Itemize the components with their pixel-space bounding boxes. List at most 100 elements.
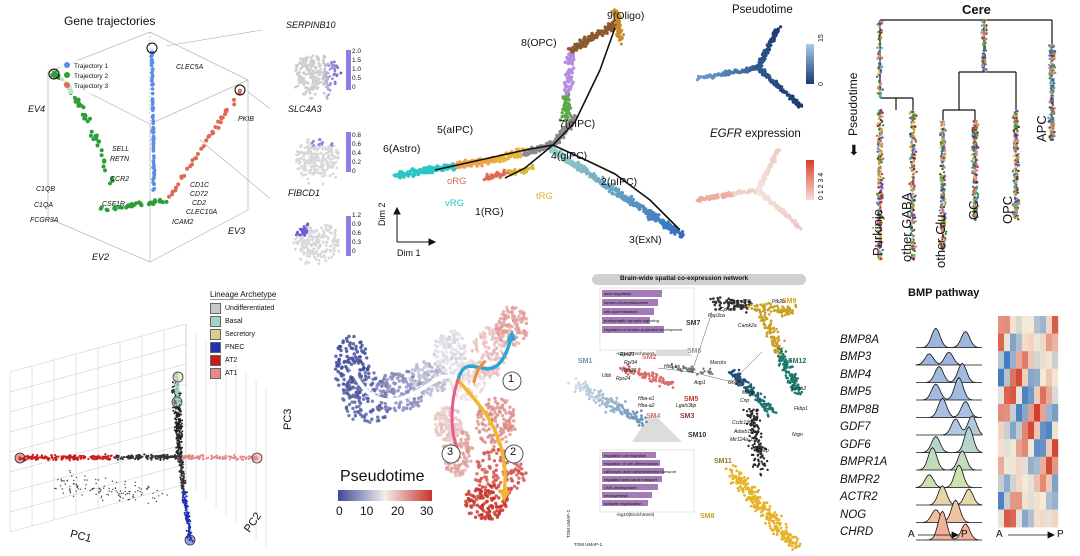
network-plot xyxy=(567,287,803,551)
go-term-bottom-1: regulation of cell differentiation xyxy=(604,461,659,466)
gene-label-cd2: CD2 xyxy=(192,200,207,207)
node-label-exn: 3(ExN) xyxy=(629,234,662,246)
cere-leaf-apc: APC xyxy=(1034,115,1049,142)
go-term-bottom-6: synaptic organization xyxy=(604,501,642,506)
net-gene-ptk2b: Ptk2b xyxy=(772,299,785,305)
egfr-title: EGFR expression xyxy=(710,128,801,140)
feature-map-title-serpinb10: SERPINB10 xyxy=(286,20,336,30)
fm-tick-fibcd1-2: 0.6 xyxy=(352,230,362,237)
rg-label-vrg: vRG xyxy=(445,198,464,209)
bmp-gene-label: NOG xyxy=(840,508,867,521)
net-gene-marcks: Marcks xyxy=(710,360,727,366)
bmp-gene-label: ACTR2 xyxy=(840,491,878,503)
rg-label-org: oRG xyxy=(447,176,467,187)
axis-label-dim1: Dim 1 xyxy=(397,248,421,258)
net-gene-hba-a1: Hba-a1 xyxy=(638,396,655,402)
node-label-nipc: 2(nIPC) xyxy=(601,176,638,188)
go-xlabel-bottom: -log10(Enrichment) xyxy=(616,512,655,517)
net-gene-rps28: Rps28 xyxy=(622,368,637,374)
net-axis-x: TOM UMAP-1 xyxy=(574,542,603,547)
fm-tick-serpinb10-4: 0 xyxy=(352,84,356,91)
branch-label-1: 1 xyxy=(508,373,515,385)
node-label-oipc: 7(oIPC) xyxy=(559,118,596,130)
bmp-axis-p-2: P xyxy=(1057,529,1064,540)
net-gene-hbb-bs: Hbb-bs xyxy=(664,364,681,370)
gene-label-pkib: PKIB xyxy=(238,116,254,123)
net-gene-fkbp1: Fkbp1 xyxy=(794,406,808,412)
module-sm11: SM11 xyxy=(714,458,732,465)
go-term-top-3: postsynaptic synaptic signaling xyxy=(604,318,659,323)
legend-undifferentiated: Undifferentiated xyxy=(225,305,275,312)
pseudotime-title: Pseudotime xyxy=(732,4,793,16)
pseudotime-tick-0: 0 xyxy=(818,82,825,86)
umap-tick-30: 30 xyxy=(420,504,434,518)
egfr-title-rest: expression xyxy=(741,128,801,140)
net-gene-ubb: Ubb xyxy=(602,373,612,379)
go-term-bottom-0: regulation cell migration xyxy=(604,453,647,458)
axis-label-dim2: Dim 2 xyxy=(377,202,387,226)
gene-label-clec5a: CLEC5A xyxy=(176,64,204,71)
module-sm5: SM5 xyxy=(684,396,699,403)
net-gene-ppp3ca: Ppp3ca xyxy=(708,313,725,319)
axis-label-ev3: EV3 xyxy=(228,226,246,236)
archetype-3d-plot xyxy=(9,323,267,548)
cere-leaf-purkinje: Purkinje xyxy=(870,209,885,256)
archetype-panel: Lineage Archetype Undifferentiated Basal… xyxy=(0,282,300,556)
net-gene-camk2a: Camk2a xyxy=(738,323,757,329)
go-term-bottom-5: neurogenesis xyxy=(604,493,629,498)
module-sm9: SM9 xyxy=(782,298,797,305)
cere-arrow-icon: ⬇ xyxy=(848,142,860,158)
gene-label-icam2: ICAM2 xyxy=(172,219,194,226)
go-term-top-1: neuron-Ht-depolarization xyxy=(604,300,649,305)
net-gene-rps24: Rps24 xyxy=(616,376,631,382)
legend-trajectory-1: Trajectory 1 xyxy=(74,63,109,70)
gene-label-clec10a: CLEC10A xyxy=(186,209,218,216)
legend-secretory: Secretory xyxy=(225,331,255,338)
gene-label-cd1c: CD1C xyxy=(190,182,210,189)
legend-at2: AT2 xyxy=(225,357,238,364)
net-gene-adarb1: Adarb1 xyxy=(734,429,751,435)
gene-label-csf1r: CSF1R xyxy=(102,201,125,208)
bmp-gene-label: BMP4 xyxy=(840,368,872,381)
umap-tick-10: 10 xyxy=(360,504,374,518)
fm-tick-slc4a3-1: 0.6 xyxy=(352,141,362,148)
legend-trajectory-3: Trajectory 3 xyxy=(74,83,109,90)
bmp-gene-label: BMP3 xyxy=(840,351,872,363)
umap-tick-20: 20 xyxy=(391,504,405,518)
network-title: Brain-wide spatial co-expression network xyxy=(620,275,749,282)
cere-leaf-other-glu: other Glu xyxy=(933,214,948,268)
axis-label-ev2: EV2 xyxy=(92,252,110,262)
gene-label-fcgr3a: FCGR3A xyxy=(30,217,59,224)
net-gene-cpne6: Cpne6 xyxy=(720,307,735,313)
node-label-aipc: 5(aIPC) xyxy=(437,124,474,136)
legend-trajectory-2: Trajectory 2 xyxy=(74,73,109,80)
egfr-ticks: 0 1 2 3 4 xyxy=(818,172,825,200)
feature-map-title-slc4a3: SLC4A3 xyxy=(288,104,322,114)
bmp-gene-label: BMP8B xyxy=(840,403,879,416)
node-label-astro: 6(Astro) xyxy=(383,143,421,155)
branch-label-2: 2 xyxy=(510,446,517,458)
cere-leaf-gc: GC xyxy=(966,200,981,221)
net-gene-lgals3bp: Lgals3bp xyxy=(676,403,697,409)
bmp-panel: BMP pathway BMP8A BMP3 BMP4 BMP5 BMP8B GDF7 GD… xyxy=(830,280,1080,556)
umap-pseudotime-plot xyxy=(333,305,529,521)
net-gene-mobp: Mobp xyxy=(742,390,755,396)
go-term-top-4: regulation of neuron projection developm… xyxy=(604,327,683,332)
fm-tick-serpinb10-2: 1.0 xyxy=(352,66,362,73)
pseudotime-tick-15: 15 xyxy=(818,34,825,42)
gene-label-ccr2: CCR2 xyxy=(110,176,130,183)
cere-panel: Cere Pseudotime ⬇ Purkinje other GABA ot… xyxy=(840,0,1080,270)
module-sm6: SM6 xyxy=(687,348,702,355)
net-gene-ccdc136: Ccdc136 xyxy=(732,420,752,426)
go-term-top-0: axon regulation xyxy=(604,291,632,296)
pseudotime-egfr-maps xyxy=(695,25,814,231)
gene-label-retn: RETN xyxy=(110,156,130,163)
net-gene-hba-a2: Hba-a2 xyxy=(638,403,655,409)
node-label-opc: 8(OPC) xyxy=(521,37,557,49)
legend-basal: Basal xyxy=(225,318,243,325)
feature-map-stack: SERPINB10 SLC4A3 FIBCD1 2.0 1.5 1.0 0.5 … xyxy=(272,10,372,265)
net-gene-kcnh2: Kcnh2 xyxy=(792,386,807,392)
net-gene-rps21: Rps21 xyxy=(620,352,635,358)
gene-label-sell: SELL xyxy=(112,146,130,153)
go-term-top-2: cell cycle transition xyxy=(604,309,638,314)
